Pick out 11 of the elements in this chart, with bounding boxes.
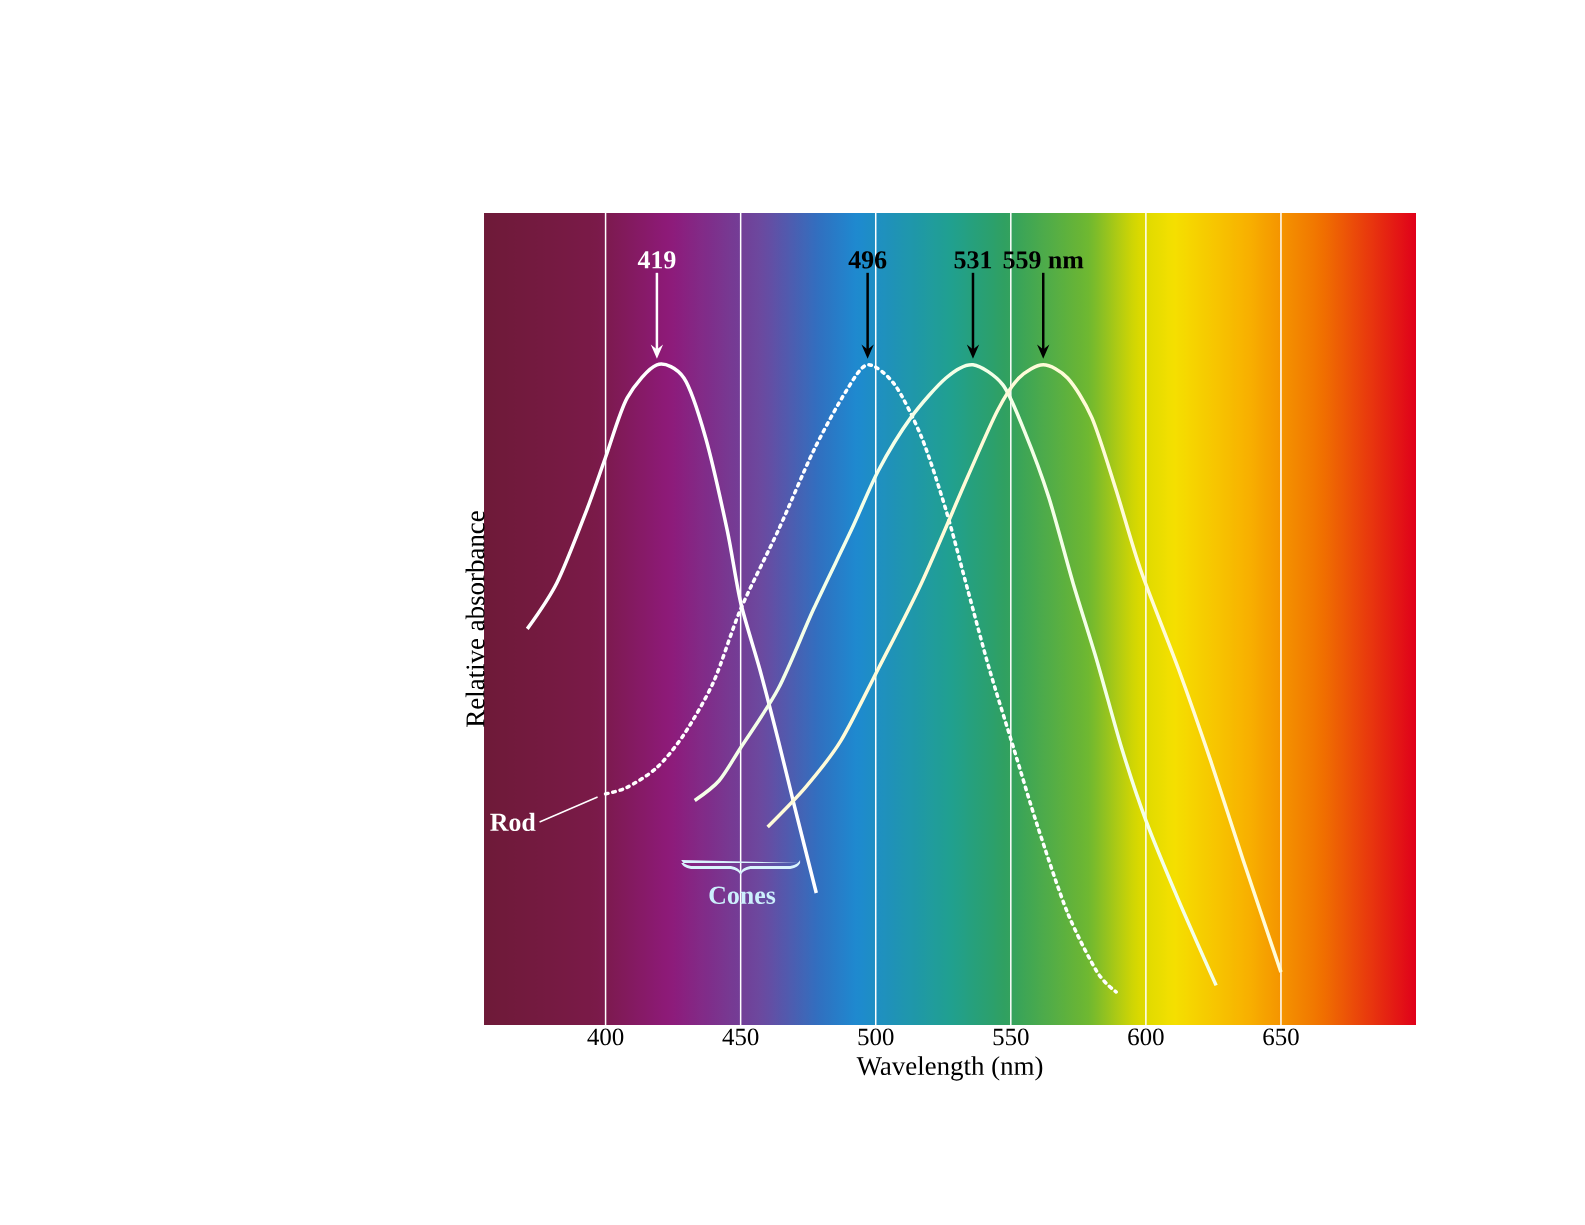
x-tick-label: 450 <box>722 1028 759 1046</box>
text: 419 <box>637 251 676 269</box>
legend-label: Rod <box>490 812 536 832</box>
y-axis-title: Relative absorbance <box>465 511 485 727</box>
x-tick-label: 600 <box>1128 1028 1164 1046</box>
x-axis-title: Wavelength (nm) <box>856 1056 1043 1081</box>
x-tick-label: 650 <box>1263 1028 1299 1046</box>
x-tick-label: 400 <box>587 1028 624 1046</box>
x-tick-label: 500 <box>858 1028 894 1046</box>
x-tick-label: 550 <box>993 1028 1029 1046</box>
text: 531 <box>954 251 992 269</box>
